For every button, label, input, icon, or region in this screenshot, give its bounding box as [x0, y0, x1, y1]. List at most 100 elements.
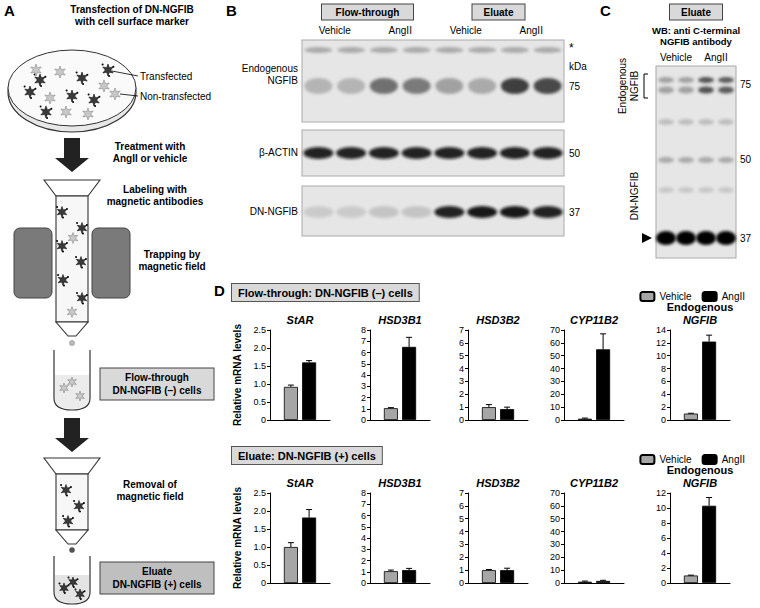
svg-text:with cell surface marker: with cell surface marker: [74, 16, 189, 27]
svg-text:AngII: AngII: [704, 52, 727, 63]
svg-text:Transfection of DN-NGFIB: Transfection of DN-NGFIB: [70, 4, 193, 15]
svg-text:2.0: 2.0: [253, 343, 266, 353]
svg-text:2: 2: [661, 563, 666, 573]
svg-text:Relative mRNA levels: Relative mRNA levels: [232, 487, 243, 589]
svg-text:0: 0: [555, 415, 560, 425]
svg-text:6: 6: [459, 338, 464, 348]
svg-text:AngII: AngII: [722, 454, 745, 465]
svg-text:WB: anti C-terminal: WB: anti C-terminal: [652, 25, 740, 36]
svg-text:Endogenous: Endogenous: [242, 63, 298, 74]
svg-text:0: 0: [261, 415, 266, 425]
svg-text:2: 2: [361, 393, 366, 403]
svg-text:4: 4: [459, 364, 464, 374]
svg-text:CYP11B2: CYP11B2: [570, 314, 618, 326]
svg-text:14: 14: [656, 325, 666, 335]
svg-text:2.0: 2.0: [253, 506, 266, 516]
svg-text:Vehicle: Vehicle: [660, 52, 693, 63]
svg-text:DN-NGFIB (–) cells: DN-NGFIB (–) cells: [113, 385, 202, 396]
svg-text:37: 37: [740, 233, 752, 244]
svg-text:10: 10: [656, 351, 666, 361]
svg-text:AngII or vehicle: AngII or vehicle: [113, 153, 188, 164]
svg-text:0.5: 0.5: [253, 560, 266, 570]
svg-text:HSD3B2: HSD3B2: [476, 477, 519, 489]
svg-text:2.5: 2.5: [253, 325, 266, 335]
svg-text:8: 8: [661, 364, 666, 374]
svg-text:Vehicle: Vehicle: [659, 291, 692, 302]
svg-text:0: 0: [459, 578, 464, 588]
svg-text:1: 1: [459, 402, 464, 412]
svg-text:0: 0: [661, 415, 666, 425]
svg-text:Vehicle: Vehicle: [450, 25, 483, 36]
svg-text:2: 2: [459, 389, 464, 399]
svg-text:4: 4: [661, 548, 666, 558]
svg-text:CYP11B2: CYP11B2: [570, 477, 618, 489]
svg-text:Treatment with: Treatment with: [115, 141, 186, 152]
svg-text:Endogenous: Endogenous: [617, 58, 628, 114]
svg-text:7: 7: [361, 336, 366, 346]
svg-text:6: 6: [661, 376, 666, 386]
svg-text:Eluate: Eluate: [483, 7, 513, 18]
svg-text:3: 3: [459, 376, 464, 386]
svg-text:NGFIB: NGFIB: [683, 477, 717, 489]
svg-text:0: 0: [361, 415, 366, 425]
svg-text:B: B: [226, 2, 237, 19]
svg-text:DN-NGFIB (+) cells: DN-NGFIB (+) cells: [112, 579, 202, 590]
svg-text:5: 5: [361, 522, 366, 532]
svg-text:Flow-through: DN-NGFIB (–) cel: Flow-through: DN-NGFIB (–) cells: [238, 287, 413, 299]
svg-text:1: 1: [361, 404, 366, 414]
svg-text:HSD3B1: HSD3B1: [378, 477, 421, 489]
svg-text:3: 3: [361, 381, 366, 391]
svg-text:50: 50: [550, 514, 560, 524]
svg-text:1: 1: [459, 565, 464, 575]
svg-text:HSD3B2: HSD3B2: [476, 314, 519, 326]
svg-text:Transfected: Transfected: [140, 71, 192, 82]
svg-text:Flow-through: Flow-through: [125, 372, 189, 383]
svg-text:0: 0: [555, 578, 560, 588]
svg-text:*: *: [569, 41, 574, 55]
svg-text:7: 7: [361, 499, 366, 509]
svg-text:70: 70: [550, 488, 560, 498]
svg-text:3: 3: [459, 539, 464, 549]
svg-text:7: 7: [459, 325, 464, 335]
svg-text:1.0: 1.0: [253, 379, 266, 389]
svg-text:C: C: [600, 2, 611, 19]
svg-text:Eluate: Eluate: [142, 566, 172, 577]
svg-text:A: A: [4, 2, 15, 19]
svg-text:12: 12: [656, 338, 666, 348]
svg-text:4: 4: [361, 370, 366, 380]
svg-text:Vehicle: Vehicle: [319, 25, 352, 36]
svg-text:Flow-through: Flow-through: [336, 7, 400, 18]
svg-text:magnetic field: magnetic field: [138, 261, 205, 272]
svg-text:10: 10: [550, 402, 560, 412]
svg-text:AngII: AngII: [389, 25, 412, 36]
svg-text:10: 10: [550, 565, 560, 575]
svg-text:Eluate: Eluate: [681, 7, 711, 18]
svg-text:1.0: 1.0: [253, 542, 266, 552]
svg-text:NGFIB antibody: NGFIB antibody: [660, 36, 732, 47]
svg-text:75: 75: [569, 81, 581, 92]
svg-text:NGFIB: NGFIB: [629, 70, 640, 101]
svg-text:7: 7: [459, 488, 464, 498]
svg-text:HSD3B1: HSD3B1: [378, 314, 421, 326]
svg-text:NGFIB: NGFIB: [683, 314, 717, 326]
svg-text:8: 8: [361, 488, 366, 498]
svg-text:1.5: 1.5: [253, 361, 266, 371]
svg-text:60: 60: [550, 501, 560, 511]
svg-text:AngII: AngII: [722, 291, 745, 302]
svg-text:DN-NGFIB: DN-NGFIB: [250, 206, 299, 217]
svg-text:StAR: StAR: [287, 477, 314, 489]
svg-text:50: 50: [740, 154, 752, 165]
svg-text:0.5: 0.5: [253, 397, 266, 407]
svg-text:β-ACTIN: β-ACTIN: [259, 147, 298, 158]
svg-text:magnetic antibodies: magnetic antibodies: [107, 196, 204, 207]
svg-text:50: 50: [550, 351, 560, 361]
svg-text:0: 0: [661, 578, 666, 588]
svg-text:kDa: kDa: [569, 61, 587, 72]
svg-text:8: 8: [361, 325, 366, 335]
svg-text:40: 40: [550, 527, 560, 537]
svg-text:AngII: AngII: [520, 25, 543, 36]
svg-text:4: 4: [361, 533, 366, 543]
svg-text:DN-NGFIB: DN-NGFIB: [629, 172, 640, 221]
svg-text:1: 1: [361, 567, 366, 577]
svg-text:70: 70: [550, 325, 560, 335]
